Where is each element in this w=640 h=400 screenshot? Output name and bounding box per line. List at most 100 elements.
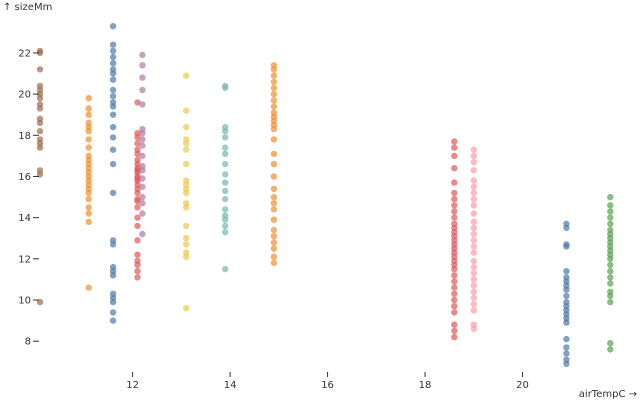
data-point	[222, 128, 229, 135]
data-point	[270, 84, 278, 92]
data-point	[470, 325, 477, 332]
data-point	[270, 216, 278, 223]
data-point	[109, 60, 117, 67]
data-point	[451, 265, 458, 273]
data-point	[470, 189, 477, 197]
data-point	[451, 309, 458, 316]
data-point	[470, 218, 477, 225]
data-point	[607, 298, 614, 306]
data-point	[85, 204, 92, 211]
data-point	[222, 222, 229, 230]
data-point	[270, 66, 278, 73]
x-tick-label: 16	[321, 380, 334, 391]
data-point	[183, 253, 190, 260]
data-point	[183, 189, 190, 197]
data-point	[607, 202, 614, 209]
data-point	[109, 53, 117, 61]
data-point	[139, 62, 146, 69]
data-point	[134, 189, 141, 197]
data-point	[470, 177, 477, 184]
data-point	[451, 179, 458, 186]
data-point	[134, 99, 141, 106]
data-point	[222, 206, 229, 213]
data-point	[222, 228, 229, 236]
data-point	[470, 288, 477, 295]
data-point	[134, 261, 141, 269]
data-point	[109, 309, 117, 316]
data-point	[134, 222, 141, 230]
data-point	[451, 278, 458, 285]
data-point	[109, 317, 117, 324]
data-point	[607, 255, 614, 262]
x-tick-label: 14	[224, 380, 237, 391]
data-point	[134, 150, 141, 157]
data-point	[270, 136, 278, 143]
y-tick-label: 12	[18, 254, 31, 265]
data-point	[270, 233, 278, 240]
data-point	[607, 292, 614, 300]
data-point	[563, 344, 570, 351]
data-point	[607, 208, 614, 215]
data-point	[109, 23, 117, 30]
data-point	[222, 160, 229, 168]
data-point	[451, 165, 458, 172]
data-point	[222, 265, 229, 273]
data-point	[109, 86, 117, 94]
data-point	[470, 202, 477, 209]
data-point	[85, 105, 92, 112]
y-tick-label: 14	[18, 213, 31, 224]
data-point	[470, 152, 477, 160]
data-point	[222, 179, 229, 186]
data-point	[183, 160, 190, 168]
data-point	[36, 119, 44, 127]
data-point	[222, 84, 229, 92]
data-point	[470, 230, 477, 238]
data-point	[563, 292, 570, 300]
data-point	[36, 144, 44, 151]
data-point	[607, 280, 614, 287]
data-point	[470, 158, 477, 166]
data-point	[451, 208, 458, 215]
data-point	[470, 294, 477, 302]
data-point	[607, 268, 614, 275]
data-point	[109, 123, 117, 131]
data-point	[134, 274, 141, 281]
data-point	[470, 146, 477, 153]
data-point	[270, 150, 278, 157]
data-point	[109, 76, 117, 83]
data-point	[139, 175, 146, 182]
y-tick-label: 8	[25, 337, 31, 348]
data-point	[270, 239, 278, 246]
data-point	[85, 136, 92, 143]
data-point	[109, 103, 117, 110]
data-point	[451, 327, 458, 335]
data-point	[607, 261, 614, 269]
data-point	[470, 257, 477, 265]
data-point	[607, 274, 614, 281]
data-point	[451, 290, 458, 297]
data-point	[134, 214, 141, 221]
data-point	[139, 200, 146, 207]
data-point	[270, 259, 278, 267]
data-point	[270, 200, 278, 207]
data-point	[134, 204, 141, 211]
data-point	[139, 101, 146, 108]
data-point	[134, 237, 141, 244]
data-point	[470, 270, 477, 277]
data-point	[563, 268, 570, 275]
data-point	[134, 198, 141, 205]
data-point	[139, 136, 146, 143]
data-point	[270, 206, 278, 213]
data-point	[470, 263, 477, 271]
data-point	[183, 72, 190, 79]
data-point	[139, 210, 146, 217]
data-point	[183, 140, 190, 147]
data-point	[139, 130, 146, 137]
data-point	[139, 74, 146, 81]
data-point	[85, 111, 92, 118]
data-point	[470, 195, 477, 203]
data-point	[470, 183, 477, 190]
data-point	[270, 185, 278, 192]
y-axis-title: ↑ sizeMm	[3, 2, 52, 13]
